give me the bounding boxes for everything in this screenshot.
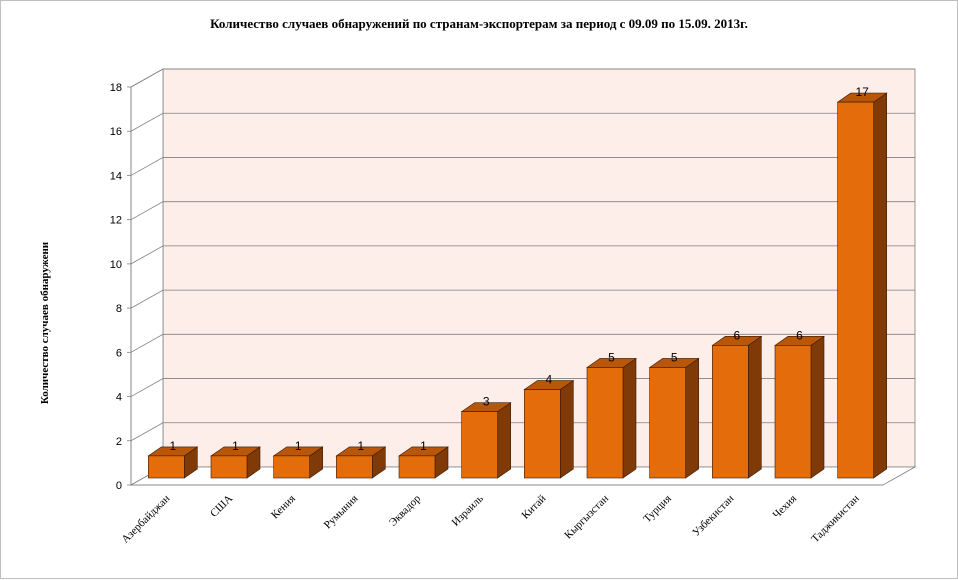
data-label: 1 <box>420 439 427 453</box>
x-tick-label: Чехия <box>771 493 800 522</box>
bar <box>398 455 436 479</box>
y-tick-label: 12 <box>110 215 122 227</box>
bar <box>148 455 185 479</box>
bar <box>837 101 874 479</box>
side-wall <box>130 68 164 486</box>
x-tick-label: Узбекистан <box>690 493 736 539</box>
bar-side <box>810 335 825 479</box>
y-axis-label: Количество случаев обнаружени <box>39 241 51 404</box>
x-tick-label: Таджикистан <box>809 493 862 546</box>
bar <box>649 367 686 479</box>
bar <box>273 455 310 479</box>
gridline <box>130 289 915 309</box>
gridline <box>130 333 915 353</box>
x-tick-label: Румыния <box>322 493 361 532</box>
bar <box>461 411 498 479</box>
x-tick-label: Эквадор <box>387 492 424 529</box>
plot-area: 0246810121416181Азербайджан1США1Кения1Ру… <box>110 68 917 546</box>
bar-side <box>685 357 699 479</box>
gridline <box>130 68 915 88</box>
data-label: 4 <box>545 373 552 387</box>
x-tick-label: Азербайджан <box>119 493 172 546</box>
data-label: 5 <box>608 350 615 364</box>
data-label: 1 <box>295 439 302 453</box>
y-tick-label: 6 <box>116 347 122 359</box>
x-tick-label: Кыргызстан <box>562 493 611 542</box>
bar <box>210 455 248 479</box>
data-label: 6 <box>733 328 740 342</box>
data-label: 3 <box>483 395 490 409</box>
bar <box>774 345 812 479</box>
x-tick-label: Кения <box>269 493 298 522</box>
data-label: 6 <box>796 328 803 342</box>
data-label: 1 <box>169 439 176 453</box>
data-label: 1 <box>357 439 364 453</box>
y-tick-label: 0 <box>116 480 122 492</box>
gridline <box>130 201 915 221</box>
data-label: 5 <box>671 350 678 364</box>
gridline <box>130 157 915 176</box>
bar <box>336 455 373 479</box>
x-tick-label: США <box>208 493 235 520</box>
data-label: 1 <box>232 439 239 453</box>
y-tick-label: 16 <box>110 126 122 138</box>
bar <box>586 367 624 479</box>
chart-title: Количество случаев обнаружений по страна… <box>210 16 748 31</box>
gridline <box>130 245 915 265</box>
x-tick-label: Турция <box>641 493 674 526</box>
bar <box>524 389 561 479</box>
bar-side <box>622 357 637 479</box>
y-tick-label: 18 <box>110 82 122 94</box>
y-tick-label: 8 <box>116 303 122 315</box>
bar <box>712 345 749 479</box>
bar-side <box>497 402 511 479</box>
bar-side <box>560 379 574 479</box>
bar-side <box>748 335 762 479</box>
y-tick-label: 4 <box>116 392 122 404</box>
data-label: 17 <box>855 85 869 99</box>
x-tick-label: Китай <box>520 493 549 522</box>
y-tick-label: 14 <box>110 170 122 182</box>
y-tick-label: 2 <box>116 436 122 448</box>
y-tick-label: 10 <box>110 259 122 271</box>
x-tick-label: Израиль <box>450 493 486 529</box>
bar-side <box>873 92 887 479</box>
gridline <box>130 112 915 132</box>
